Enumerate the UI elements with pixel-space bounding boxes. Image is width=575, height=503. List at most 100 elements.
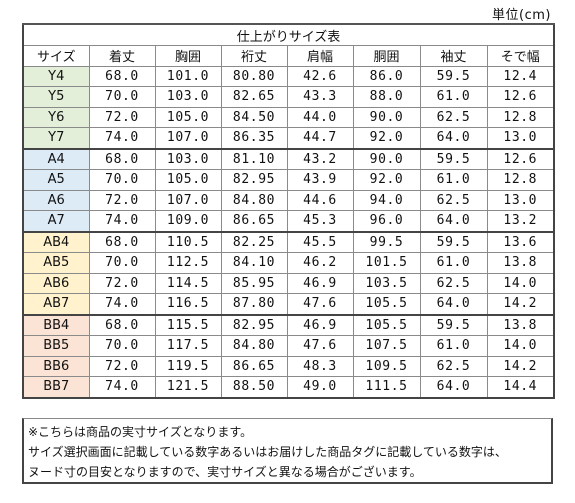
value-cell: 80.80 [220, 65, 288, 87]
table-header-row: サイズ 着丈 胸囲 裄丈 肩幅 胴囲 袖丈 そで幅 [22, 45, 555, 67]
table-row: BB6 72.0 119.5 86.65 48.3 109.5 62.5 14.2 [22, 355, 555, 377]
value-cell: 61.0 [419, 169, 488, 191]
value-cell: 44.7 [286, 127, 354, 149]
size-cell: A6 [22, 189, 90, 211]
value-cell: 72.0 [88, 189, 156, 211]
table-row: A7 74.0 109.0 86.65 45.3 96.0 64.0 13.2 [22, 210, 555, 232]
value-cell: 64.0 [419, 210, 488, 232]
size-cell: BB5 [22, 335, 90, 357]
value-cell: 109.0 [154, 210, 222, 232]
value-cell: 44.0 [286, 106, 354, 128]
value-cell: 84.50 [220, 106, 288, 128]
value-cell: 68.0 [88, 230, 156, 253]
value-cell: 68.0 [88, 313, 156, 336]
value-cell: 59.5 [419, 65, 488, 87]
table-title: 仕上がりサイズ表 [22, 23, 555, 46]
table-row: Y7 74.0 107.0 86.35 44.7 92.0 64.0 13.0 [22, 127, 555, 149]
value-cell: 12.8 [486, 169, 555, 191]
value-cell: 13.0 [486, 127, 555, 149]
value-cell: 13.2 [486, 210, 555, 232]
value-cell: 81.10 [220, 147, 288, 170]
value-cell: 47.6 [286, 293, 354, 315]
size-chart-table: 仕上がりサイズ表 サイズ 着丈 胸囲 裄丈 肩幅 胴囲 袖丈 そで幅 Y4 68.… [22, 23, 555, 399]
notes-box: ※こちらは商品の実寸サイズとなります。 サイズ選択画面に記載している数字あるいは… [22, 418, 553, 484]
value-cell: 105.0 [154, 106, 222, 128]
column-header: 肩幅 [286, 45, 354, 67]
value-cell: 70.0 [88, 86, 156, 108]
value-cell: 82.25 [220, 230, 288, 253]
table-row: AB6 72.0 114.5 85.95 46.9 103.5 62.5 14.0 [22, 272, 555, 294]
table-row: A6 72.0 107.0 84.80 44.6 94.0 62.5 13.0 [22, 189, 555, 211]
value-cell: 110.5 [154, 230, 222, 253]
table-row: A4 68.0 103.0 81.10 43.2 90.0 59.5 12.6 [22, 147, 555, 170]
table-row: AB5 70.0 112.5 84.10 46.2 101.5 61.0 13.8 [22, 252, 555, 274]
value-cell: 62.5 [419, 355, 488, 377]
column-header: 袖丈 [419, 45, 488, 67]
value-cell: 82.95 [220, 313, 288, 336]
column-header: 着丈 [88, 45, 156, 67]
size-cell: AB7 [22, 293, 90, 315]
column-header: 裄丈 [220, 45, 288, 67]
value-cell: 101.0 [154, 65, 222, 87]
value-cell: 45.5 [286, 230, 354, 253]
value-cell: 105.5 [352, 293, 421, 315]
value-cell: 43.3 [286, 86, 354, 108]
value-cell: 59.5 [419, 313, 488, 336]
value-cell: 43.9 [286, 169, 354, 191]
value-cell: 62.5 [419, 272, 488, 294]
value-cell: 117.5 [154, 335, 222, 357]
value-cell: 64.0 [419, 127, 488, 149]
value-cell: 47.6 [286, 335, 354, 357]
value-cell: 59.5 [419, 230, 488, 253]
unit-label: 単位(cm) [492, 8, 551, 23]
value-cell: 14.0 [486, 335, 555, 357]
value-cell: 43.2 [286, 147, 354, 170]
value-cell: 103.0 [154, 86, 222, 108]
value-cell: 59.5 [419, 147, 488, 170]
column-header: 胸囲 [154, 45, 222, 67]
value-cell: 12.6 [486, 147, 555, 170]
value-cell: 70.0 [88, 252, 156, 274]
value-cell: 49.0 [286, 376, 354, 398]
value-cell: 107.5 [352, 335, 421, 357]
value-cell: 72.0 [88, 106, 156, 128]
value-cell: 116.5 [154, 293, 222, 315]
value-cell: 90.0 [352, 106, 421, 128]
value-cell: 119.5 [154, 355, 222, 377]
value-cell: 74.0 [88, 210, 156, 232]
size-cell: BB6 [22, 355, 90, 377]
value-cell: 14.0 [486, 272, 555, 294]
value-cell: 68.0 [88, 65, 156, 87]
value-cell: 82.65 [220, 86, 288, 108]
value-cell: 46.2 [286, 252, 354, 274]
value-cell: 109.5 [352, 355, 421, 377]
size-cell: AB4 [22, 230, 90, 253]
value-cell: 61.0 [419, 335, 488, 357]
table-row: BB7 74.0 121.5 88.50 49.0 111.5 64.0 14.4 [22, 376, 555, 398]
table-row: BB5 70.0 117.5 84.80 47.6 107.5 61.0 14.0 [22, 335, 555, 357]
column-header: そで幅 [486, 45, 555, 67]
size-cell: Y7 [22, 127, 90, 149]
value-cell: 105.0 [154, 169, 222, 191]
size-cell: Y5 [22, 86, 90, 108]
table-row: Y6 72.0 105.0 84.50 44.0 90.0 62.5 12.8 [22, 106, 555, 128]
value-cell: 46.9 [286, 272, 354, 294]
value-cell: 103.5 [352, 272, 421, 294]
value-cell: 112.5 [154, 252, 222, 274]
value-cell: 70.0 [88, 169, 156, 191]
table-row: Y4 68.0 101.0 80.80 42.6 86.0 59.5 12.4 [22, 65, 555, 87]
value-cell: 86.65 [220, 355, 288, 377]
value-cell: 88.0 [352, 86, 421, 108]
value-cell: 14.4 [486, 376, 555, 398]
value-cell: 86.35 [220, 127, 288, 149]
value-cell: 72.0 [88, 272, 156, 294]
value-cell: 42.6 [286, 65, 354, 87]
value-cell: 111.5 [352, 376, 421, 398]
note-line: ヌード寸の目安となりますので、実寸サイズと異なる場合がございます。 [28, 465, 422, 479]
value-cell: 107.0 [154, 127, 222, 149]
value-cell: 62.5 [419, 189, 488, 211]
note-line: サイズ選択画面に記載している数字あるいはお届けした商品タグに記載している数字は、 [28, 445, 507, 459]
table-row: AB4 68.0 110.5 82.25 45.5 99.5 59.5 13.6 [22, 230, 555, 253]
value-cell: 115.5 [154, 313, 222, 336]
value-cell: 46.9 [286, 313, 354, 336]
